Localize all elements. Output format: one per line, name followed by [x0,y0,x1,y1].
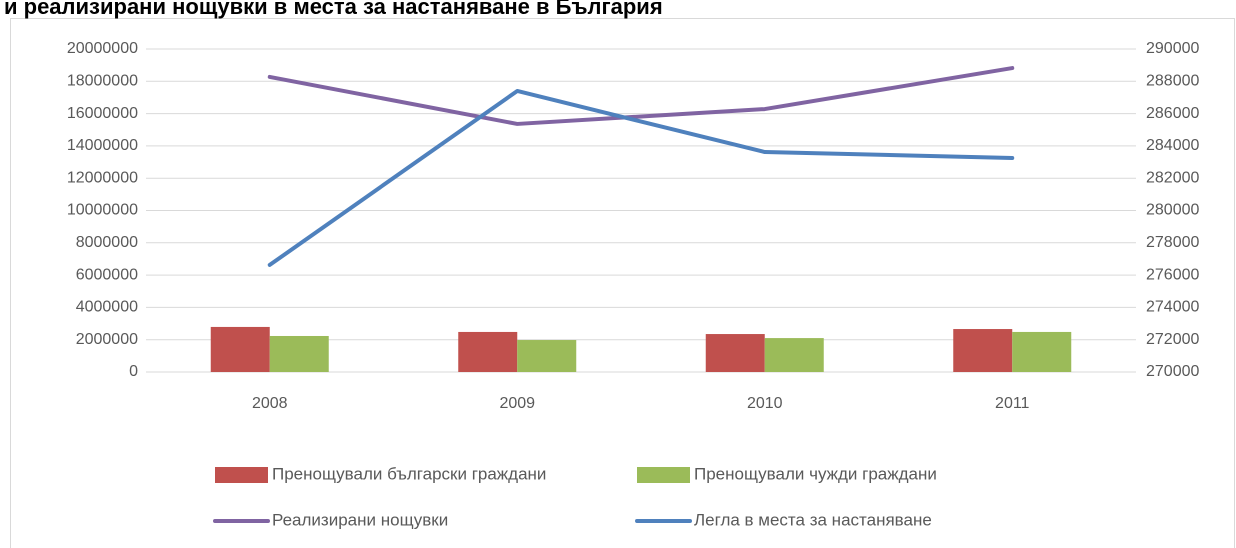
y2-tick-label: 280000 [1146,202,1199,219]
y2-tick-label: 286000 [1146,105,1199,122]
y2-tick-label: 276000 [1146,266,1199,283]
y-tick-label: 16000000 [67,105,138,122]
legend-label: Легла в места за настаняване [694,510,932,529]
legend-label: Реализирани нощувки [272,510,448,529]
y-tick-label: 14000000 [67,137,138,154]
x-tick-label: 2009 [499,395,535,412]
y2-tick-label: 270000 [1146,363,1199,380]
y2-tick-label: 290000 [1146,40,1199,57]
bar [517,340,577,372]
y2-tick-label: 284000 [1146,137,1199,154]
chart-border [10,18,1235,548]
line-series [267,66,1015,126]
x-tick-label: 2008 [252,395,288,412]
x-tick-label: 2011 [995,395,1030,412]
legend-swatch [637,467,690,483]
line-series [267,88,1015,267]
bar [705,334,765,372]
bar [269,335,329,372]
legend-swatch [215,467,268,483]
y-tick-label: 20000000 [67,40,138,57]
legend-label: Пренощували български граждани [272,464,546,483]
y-tick-label: 18000000 [67,73,138,90]
y2-tick-label: 282000 [1146,169,1199,186]
y-tick-label: 8000000 [76,234,138,251]
chart-title: и реализирани нощувки в места за настаня… [4,0,663,19]
bar [210,326,270,372]
y-tick-label: 12000000 [67,169,138,186]
y-tick-label: 4000000 [76,299,138,316]
y2-tick-label: 278000 [1146,234,1199,251]
y2-tick-label: 288000 [1146,73,1199,90]
y2-tick-label: 274000 [1146,299,1199,316]
bar [1012,331,1072,372]
y-tick-label: 6000000 [76,266,138,283]
y-tick-label: 2000000 [76,331,138,348]
y-tick-label: 10000000 [67,202,138,219]
y-tick-label: 0 [129,363,138,380]
y2-tick-label: 272000 [1146,331,1199,348]
bar [764,338,824,372]
bar [953,329,1013,372]
legend-label: Пренощували чужди граждани [694,464,937,483]
bar [458,331,518,372]
x-tick-label: 2010 [747,395,783,412]
